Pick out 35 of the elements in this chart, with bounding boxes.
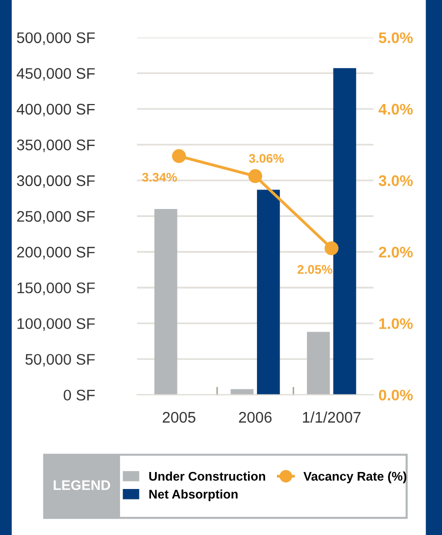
x-tick-label: 1/1/2007 [302,411,361,423]
y2-tick-label: 4.0% [378,104,413,115]
point [248,169,262,184]
y-tick-label: 50,000 SF [25,354,95,367]
bar [306,332,330,395]
x-tick-label: 2005 [162,412,196,423]
y-tick-label: 500,000 SF [16,32,95,45]
legend-label: Net Absorption [149,489,238,502]
y-tick-label: 0 SF [64,390,95,401]
data-label: 3.06% [248,154,284,163]
y-tick-label: 250,000 SF [17,211,95,224]
data-label: 3.34% [142,172,177,182]
y-tick-label: 200,000 SF [17,246,95,260]
y-tick-label: 400,000 SF [16,104,95,116]
x-tick-label: 2006 [239,412,272,423]
point [172,149,186,164]
point [324,241,338,256]
y2-tick-label: 1.0% [379,318,413,330]
y2-tick-label: 3.0% [378,175,413,186]
bar [154,208,178,395]
y2-tick-label: 5.0% [378,32,413,44]
bar [333,68,356,395]
bar [230,389,254,395]
data-label: 2.05% [298,265,332,274]
y2-tick-label: 0.0% [378,390,413,401]
y-tick-label: 450,000 SF [16,68,95,81]
y2-tick-label: 2.0% [378,246,413,258]
legend-title: LEGEND [54,480,110,490]
bar [256,190,280,395]
y-tick-label: 150,000 SF [18,282,95,296]
y-tick-label: 300,000 SF [16,175,95,188]
y-tick-label: 350,000 SF [16,140,95,152]
legend-label: Under Construction [149,472,266,481]
legend-label: Vacancy Rate (%) [303,472,406,484]
y-tick-label: 100,000 SF [18,318,95,331]
